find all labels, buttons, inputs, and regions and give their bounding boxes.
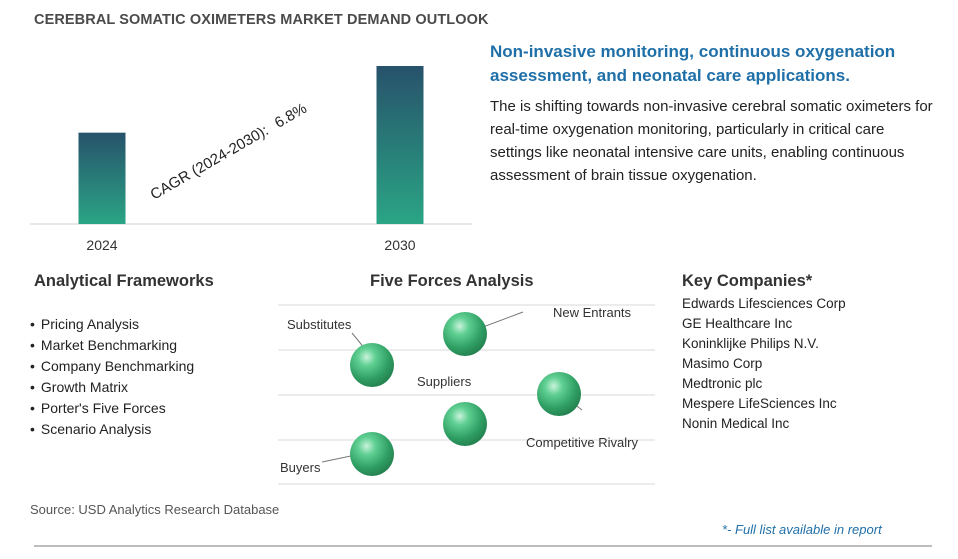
companies-title: Key Companies* (682, 272, 813, 290)
bar-2024 (78, 132, 126, 224)
force-label-new-entrants: New Entrants (553, 305, 632, 320)
list-item: Koninklijke Philips N.V. (682, 336, 819, 351)
list-item: Company Benchmarking (30, 356, 194, 377)
list-item: Edwards Lifesciences Corp (682, 296, 846, 311)
bottom-divider (34, 545, 932, 547)
list-item: Growth Matrix (30, 377, 194, 398)
list-item: GE Healthcare Inc (682, 316, 793, 331)
force-label-buyers: Buyers (280, 460, 321, 475)
force-label-substitutes: Substitutes (287, 317, 352, 332)
suppliers-sphere-icon (443, 402, 487, 446)
x-tick-label: 2030 (384, 237, 415, 253)
force-label-suppliers: Suppliers (417, 374, 472, 389)
source-note: Source: USD Analytics Research Database (30, 502, 280, 517)
list-item: Market Benchmarking (30, 335, 194, 356)
force-label-competitive-rivalry: Competitive Rivalry (526, 435, 638, 450)
list-item: Medtronic plc (682, 376, 763, 391)
frameworks-title: Analytical Frameworks (34, 272, 214, 290)
five-forces-title: Five Forces Analysis (370, 272, 534, 290)
summary-text: The is shifting towards non-invasive cer… (490, 98, 933, 184)
market-bar-chart: 2024 2030 CAGR (2024-2030):6.8% (30, 66, 472, 253)
list-item: Scenario Analysis (30, 419, 194, 440)
footnote: *- Full list available in report (722, 522, 882, 537)
bar-2030 (376, 66, 424, 224)
frameworks-list: Pricing Analysis Market Benchmarking Com… (30, 314, 194, 440)
list-item: Porter's Five Forces (30, 398, 194, 419)
x-tick-label: 2024 (86, 237, 117, 253)
competitive-rivalry-sphere-icon (537, 372, 581, 416)
list-item: Pricing Analysis (30, 314, 194, 335)
buyers-sphere-icon (350, 432, 394, 476)
new-entrants-sphere-icon (443, 312, 487, 356)
list-item: Mespere LifeSciences Inc (682, 396, 837, 411)
companies-list: Edwards Lifesciences Corp GE Healthcare … (682, 294, 846, 434)
headline: Non-invasive monitoring, continuous oxyg… (490, 42, 896, 85)
substitutes-sphere-icon (350, 343, 394, 387)
list-item: Nonin Medical Inc (682, 416, 790, 431)
page-title: CEREBRAL SOMATIC OXIMETERS MARKET DEMAND… (34, 12, 489, 28)
list-item: Masimo Corp (682, 356, 763, 371)
